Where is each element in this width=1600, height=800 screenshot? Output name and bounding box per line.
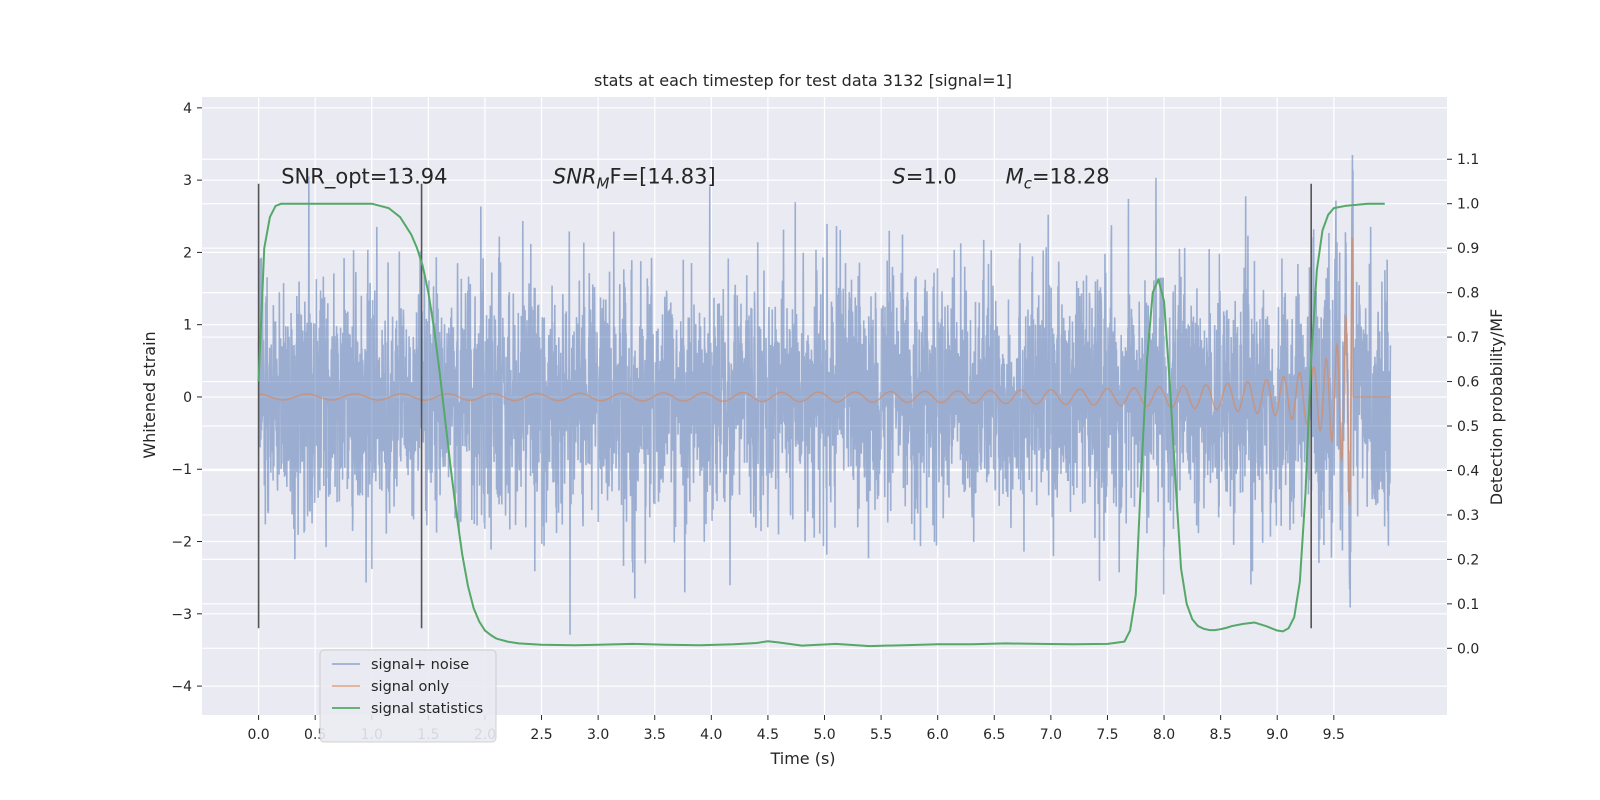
annotation-0: SNR_opt=13.94 [281,165,447,190]
y-tick-label: 0 [183,390,192,406]
y2-tick-label: 0.5 [1457,419,1479,435]
legend-label-signal-only: signal only [371,679,450,695]
x-tick-label: 7.0 [1040,727,1062,743]
y2-tick-label: 0.9 [1457,241,1479,257]
x-tick-label: 5.0 [813,727,835,743]
y-axis-right: 0.0 0.1 0.2 0.3 0.4 0.5 0.6 0.7 0.8 0.9 1.0 1.1 [1447,152,1479,657]
y2-axis-label: Detection probability/MF [1487,309,1506,506]
y2-tick-label: 0.7 [1457,330,1479,346]
y2-tick-label: 1.1 [1457,152,1479,168]
x-tick-label: 8.0 [1153,727,1175,743]
series-signal-noise [257,155,1392,635]
x-tick-label: 4.0 [700,727,722,743]
x-tick-label: 6.0 [927,727,949,743]
y-tick-label: 4 [183,101,192,117]
y2-tick-label: 0.1 [1457,597,1479,613]
y-axis-left: −4 −3 −2 −1 0 1 2 3 4 [171,101,202,695]
legend-label-signal-statistics: signal statistics [371,701,483,717]
y-tick-label: 3 [183,173,192,189]
series-signal-statistics [257,202,1385,648]
annotation-1: SNRMF=[14.83] [553,165,716,193]
y2-tick-label: 0.8 [1457,286,1479,302]
line-signal-statistics [257,202,1385,648]
annotation-3: Mc=18.28 [1006,165,1110,193]
x-tick-label: 8.5 [1210,727,1232,743]
annotation-2: S=1.0 [892,165,956,189]
y-axis-label: Whitened strain [140,331,159,458]
marker-lines [257,183,1312,629]
legend: signal+ noise signal only signal statist… [319,649,497,743]
y-tick-label: −2 [171,535,192,551]
y2-tick-label: 0.6 [1457,375,1479,391]
y-tick-label: 1 [183,318,192,334]
legend-label-signal-noise: signal+ noise [371,657,469,673]
x-tick-label: 9.0 [1266,727,1288,743]
y2-tick-label: 0.0 [1457,641,1479,657]
x-tick-label: 0.0 [247,727,269,743]
line-signal-only [258,237,1391,506]
y-tick-label: 2 [183,245,192,261]
y-tick-label: −3 [171,607,192,623]
x-tick-label: 9.5 [1323,727,1345,743]
y-tick-label: −4 [171,679,192,695]
x-tick-label: 3.0 [587,727,609,743]
legend-box [319,649,497,743]
x-tick-label: 7.5 [1096,727,1118,743]
y2-tick-label: 0.4 [1457,463,1479,479]
x-axis-label: Time (s) [769,749,835,768]
x-tick-label: 4.5 [757,727,779,743]
series-signal-only [258,237,1391,506]
y-tick-label: −1 [171,462,192,478]
x-tick-label: 6.5 [983,727,1005,743]
x-tick-label: 3.5 [644,727,666,743]
chart-title: stats at each timestep for test data 313… [594,71,1012,90]
y2-tick-label: 0.2 [1457,552,1479,568]
x-tick-label: 2.5 [530,727,552,743]
y2-tick-label: 1.0 [1457,197,1479,213]
y2-tick-label: 0.3 [1457,508,1479,524]
annotations: SNR_opt=13.94 SNRMF=[14.83] S=1.0 Mc=18.28 [281,165,1109,193]
line-signal-noise [257,155,1392,635]
x-tick-label: 5.5 [870,727,892,743]
